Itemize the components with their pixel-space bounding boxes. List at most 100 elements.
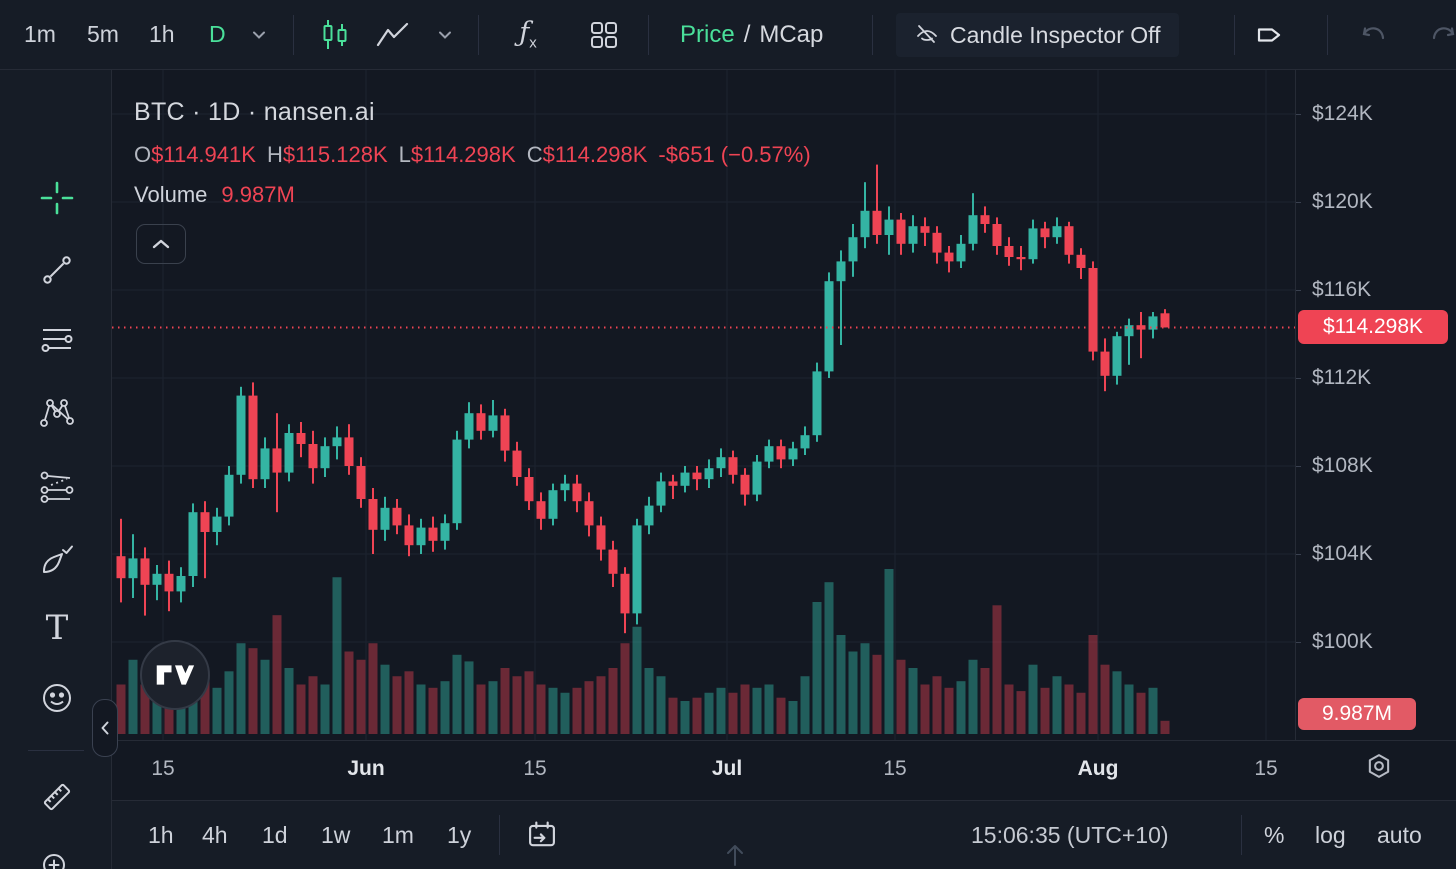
tag-label-button[interactable] [1248, 0, 1292, 69]
low-label: L [398, 142, 411, 167]
separator [872, 15, 873, 55]
timeframe-5m-button[interactable]: 5m [87, 21, 119, 47]
timeframe-d-button[interactable]: D [209, 21, 226, 47]
open-value: $114.941K [151, 142, 256, 167]
fib-lines-tool-button[interactable] [35, 318, 79, 362]
price-mcap-toggle[interactable]: Price / MCap [680, 0, 823, 69]
high-label: H [266, 142, 283, 167]
scroll-down-hint[interactable] [723, 841, 747, 867]
tradingview-logo-glyph [155, 662, 195, 688]
time-axis[interactable]: 15 Jun 15 Jul 15 Aug 15 [112, 740, 1456, 800]
slash-label: / [743, 20, 751, 48]
time-axis-label: Jun [347, 757, 385, 780]
separator [293, 15, 294, 55]
measure-tool-button[interactable] [35, 775, 79, 819]
percent-scale-button[interactable]: % [1264, 821, 1285, 848]
range-1d-button[interactable]: 1d [262, 821, 288, 848]
sidebar-collapse-handle[interactable] [92, 699, 118, 757]
redo-button[interactable] [1430, 0, 1456, 69]
projection-lines-icon [37, 468, 77, 506]
chart-type-line-button[interactable] [370, 0, 416, 69]
bottom-toolbar: 1h 4h 1d 1w 1m 1y 15:06:35 (UTC+10) % lo… [112, 800, 1456, 869]
range-1h-button[interactable]: 1h [148, 821, 174, 848]
price-axis-tickmark [1296, 554, 1301, 555]
clock-readout[interactable]: 15:06:35 (UTC+10) [971, 821, 1169, 848]
trend-line-icon [38, 251, 76, 289]
go-to-date-button[interactable] [525, 801, 559, 869]
separator [1327, 15, 1328, 55]
low-value: $114.298K [410, 142, 516, 167]
chevron-down-icon [250, 26, 268, 44]
calendar-icon [525, 818, 559, 852]
price-axis-tickmark [1296, 378, 1301, 379]
range-1y-button[interactable]: 1y [447, 821, 472, 848]
crosshair-tool-button[interactable] [35, 176, 79, 220]
brush-tool-button[interactable] [35, 538, 79, 582]
price-axis-label: $120K [1312, 190, 1373, 213]
ohlc-readout: O$114.941K H$115.128K L$114.298K C$114.298K… [134, 142, 811, 168]
price-axis-tickmark [1296, 114, 1301, 115]
last-price-badge: $114.298K [1298, 310, 1448, 344]
text-icon: T [45, 608, 69, 648]
price-axis-label: $108K [1312, 454, 1373, 477]
high-value: $115.128K [282, 142, 388, 167]
tag-icon [1254, 21, 1286, 49]
text-tool-button[interactable]: T [35, 606, 79, 650]
chevron-up-icon [151, 238, 171, 250]
emoji-tool-button[interactable] [35, 676, 79, 720]
log-scale-button[interactable]: log [1315, 821, 1346, 848]
line-chart-icon [375, 21, 411, 49]
time-axis-label: 15 [523, 757, 547, 780]
redo-icon [1430, 22, 1456, 48]
auto-scale-button[interactable]: auto [1377, 821, 1422, 848]
mcap-toggle-label: MCap [759, 20, 824, 48]
indicators-button[interactable]: ƒx [506, 0, 550, 69]
projection-tool-button[interactable] [35, 465, 79, 509]
legend-collapse-button[interactable] [136, 224, 186, 264]
chart-type-candles-button[interactable] [316, 0, 354, 69]
undo-button[interactable] [1352, 0, 1396, 69]
timeframe-1h-button[interactable]: 1h [149, 21, 175, 47]
candlestick-icon [320, 18, 350, 52]
price-axis-tickmark [1296, 290, 1301, 291]
trend-line-tool-button[interactable] [35, 248, 79, 292]
range-4h-button[interactable]: 4h [202, 821, 228, 848]
xabcd-pattern-icon [37, 394, 77, 432]
layout-grid-button[interactable] [582, 0, 626, 69]
price-axis-label: $100K [1312, 630, 1373, 653]
price-toggle-label: Price [680, 20, 735, 48]
symbol-title[interactable]: BTC · 1D · nansen.ai [134, 98, 375, 126]
candle-inspector-toggle[interactable]: Candle Inspector Off [896, 13, 1179, 57]
brush-icon [37, 541, 77, 579]
settings-hexagon-icon [1363, 750, 1395, 782]
tradingview-logo[interactable] [140, 640, 210, 710]
volume-value: 9.987M [221, 182, 295, 207]
zoom-in-tool-button[interactable] [35, 846, 79, 869]
time-axis-label: 15 [1254, 757, 1278, 780]
chart-type-menu-button[interactable] [430, 0, 460, 69]
chart-legend: BTC · 1D · nansen.ai O$114.941K H$115.128… [134, 98, 811, 207]
time-axis-label: 15 [151, 757, 175, 780]
ruler-icon [37, 777, 77, 817]
chart-canvas[interactable] [112, 70, 1295, 740]
time-axis-label: 15 [883, 757, 907, 780]
undo-icon [1358, 22, 1390, 48]
volume-readout: Volume 9.987M [134, 182, 295, 208]
top-toolbar: 1m 5m 1h D [0, 0, 1456, 70]
close-value: $114.298K [542, 142, 648, 167]
chevron-left-icon [99, 720, 111, 736]
price-axis[interactable]: $114.298K 9.987M $124K $120K $116K $112K $10… [1295, 70, 1456, 740]
range-1m-button[interactable]: 1m [382, 821, 414, 848]
range-1w-button[interactable]: 1w [321, 821, 351, 848]
timeframe-1m-button[interactable]: 1m [24, 21, 56, 47]
candle-inspector-label: Candle Inspector Off [950, 21, 1161, 48]
horizontal-lines-icon [37, 322, 77, 358]
timeframe-menu-button[interactable] [244, 0, 274, 69]
open-label: O [134, 142, 152, 167]
axis-settings-button[interactable] [1362, 749, 1396, 783]
pattern-tool-button[interactable] [35, 391, 79, 435]
chart-pane [112, 70, 1295, 740]
sidebar-divider [28, 750, 84, 751]
price-axis-tickmark [1296, 466, 1301, 467]
